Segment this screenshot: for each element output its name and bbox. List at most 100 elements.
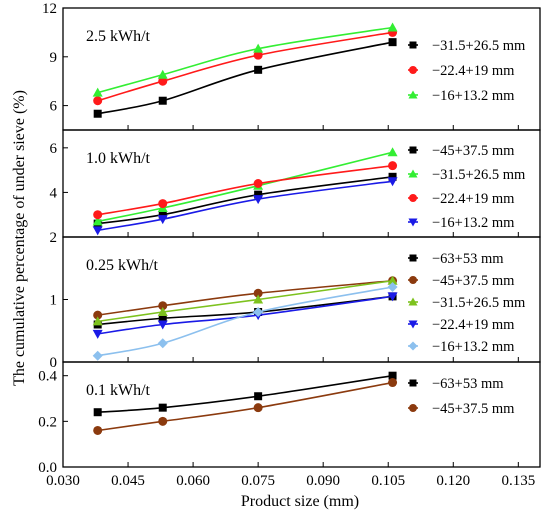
x-tick-label: 0.045 (111, 473, 145, 489)
series-line (97, 286, 393, 357)
data-point (253, 288, 263, 298)
data-point (158, 403, 167, 412)
data-point (253, 307, 264, 317)
data-point (92, 216, 103, 226)
x-tick-label: 0.060 (176, 473, 210, 489)
series-line (97, 279, 393, 316)
legend-label: −31.5+26.5 mm (432, 295, 526, 311)
data-point (253, 43, 264, 53)
data-point (93, 408, 102, 417)
series-line (97, 180, 393, 232)
data-point (157, 307, 168, 316)
legend-label: −31.5+26.5 mm (432, 167, 526, 183)
series-line (97, 381, 393, 432)
y-tick-label: 0 (50, 355, 58, 371)
legend-marker (408, 90, 418, 99)
chart-panel-1: 6 9 12 2.5 kWh/t −31.5+26.5 mm −22.4+19 mm −16… (42, 1, 541, 131)
y-tick-label: 0.4 (38, 369, 57, 385)
x-tick-label: 0.090 (306, 473, 340, 489)
y-tick-label: 4 (50, 185, 58, 201)
data-point (388, 371, 397, 380)
legend-marker (408, 297, 418, 306)
chart-panel-2: 2 4 6 1.0 kWh/t −45+37.5 mm −31.5+26.5 mm −22.… (50, 129, 541, 246)
y-tick-label: 1 (50, 293, 58, 309)
y-tick-label: 2 (50, 230, 58, 246)
series-line (97, 26, 393, 94)
series-line (97, 31, 393, 102)
x-tick-label: 0.030 (46, 473, 80, 489)
data-point (93, 109, 102, 118)
y-tick-label: 9 (50, 50, 58, 66)
data-point (254, 190, 263, 199)
data-point (92, 350, 103, 361)
legend-label: −22.4+19 mm (432, 63, 515, 79)
legend-label: −45+37.5 mm (432, 273, 515, 289)
series-line (97, 295, 393, 335)
data-point (387, 147, 398, 157)
series-line (97, 176, 393, 225)
data-point (253, 179, 263, 188)
series-line (97, 151, 393, 223)
data-point (158, 96, 167, 105)
data-point (93, 310, 103, 320)
panel-frame (62, 361, 541, 468)
data-point (92, 226, 103, 236)
legend-label: −22.4+19 mm (432, 191, 515, 207)
data-point (387, 292, 398, 302)
panel-title: 2.5 kWh/t (86, 28, 151, 45)
data-point (158, 210, 167, 219)
data-point (253, 294, 264, 304)
data-point (92, 87, 103, 97)
legend-label: −31.5+26.5 mm (432, 38, 526, 54)
legend-label: −16+13.2 mm (432, 215, 515, 231)
panel-title: 0.25 kWh/t (86, 257, 159, 274)
data-point (158, 76, 168, 86)
legend-marker (408, 320, 418, 329)
data-point (92, 316, 103, 326)
legend-marker (409, 379, 417, 387)
data-point (387, 22, 398, 32)
legend-marker (409, 276, 417, 284)
x-axis-label: Product size (mm) (241, 493, 359, 510)
legend-marker (408, 341, 418, 351)
legend-marker (409, 404, 417, 412)
series-line (97, 295, 393, 326)
data-point (93, 425, 103, 435)
data-point (388, 38, 397, 47)
series-line (97, 374, 393, 414)
data-point (93, 210, 103, 220)
legend-marker (409, 254, 417, 262)
legend-label: −16+13.2 mm (432, 88, 515, 104)
data-point (388, 378, 398, 388)
data-point (253, 403, 263, 413)
series-line (97, 279, 393, 323)
legend-marker (409, 41, 417, 49)
data-point (253, 195, 264, 205)
data-point (92, 329, 103, 339)
legend-label: −22.4+19 mm (432, 317, 515, 333)
chart-panel-3: 0 1 0.25 kWh/t −63+53 mm −45+37.5 mm −31.5+26… (50, 236, 541, 371)
data-point (388, 172, 397, 181)
legend-marker (409, 194, 417, 202)
legend-marker (409, 66, 417, 74)
x-tick-label: 0.120 (436, 473, 470, 489)
data-point (157, 215, 168, 225)
legend-label: −45+37.5 mm (432, 401, 515, 417)
legend-marker (408, 218, 418, 227)
data-point (158, 416, 168, 426)
y-axis-label: The cumulative percentage of under sieve… (11, 90, 28, 386)
x-tick-label: 0.105 (371, 473, 405, 489)
y-tick-label: 12 (42, 1, 57, 17)
data-point (157, 338, 168, 349)
data-point (158, 199, 168, 209)
data-point (254, 392, 263, 401)
series-line (97, 41, 393, 115)
data-point (254, 65, 263, 74)
panel-title: 0.1 kWh/t (86, 382, 151, 399)
legend-label: −45+37.5 mm (432, 143, 515, 159)
legend-label: −63+53 mm (432, 251, 504, 267)
data-point (157, 320, 168, 330)
x-tick-label: 0.135 (501, 473, 535, 489)
